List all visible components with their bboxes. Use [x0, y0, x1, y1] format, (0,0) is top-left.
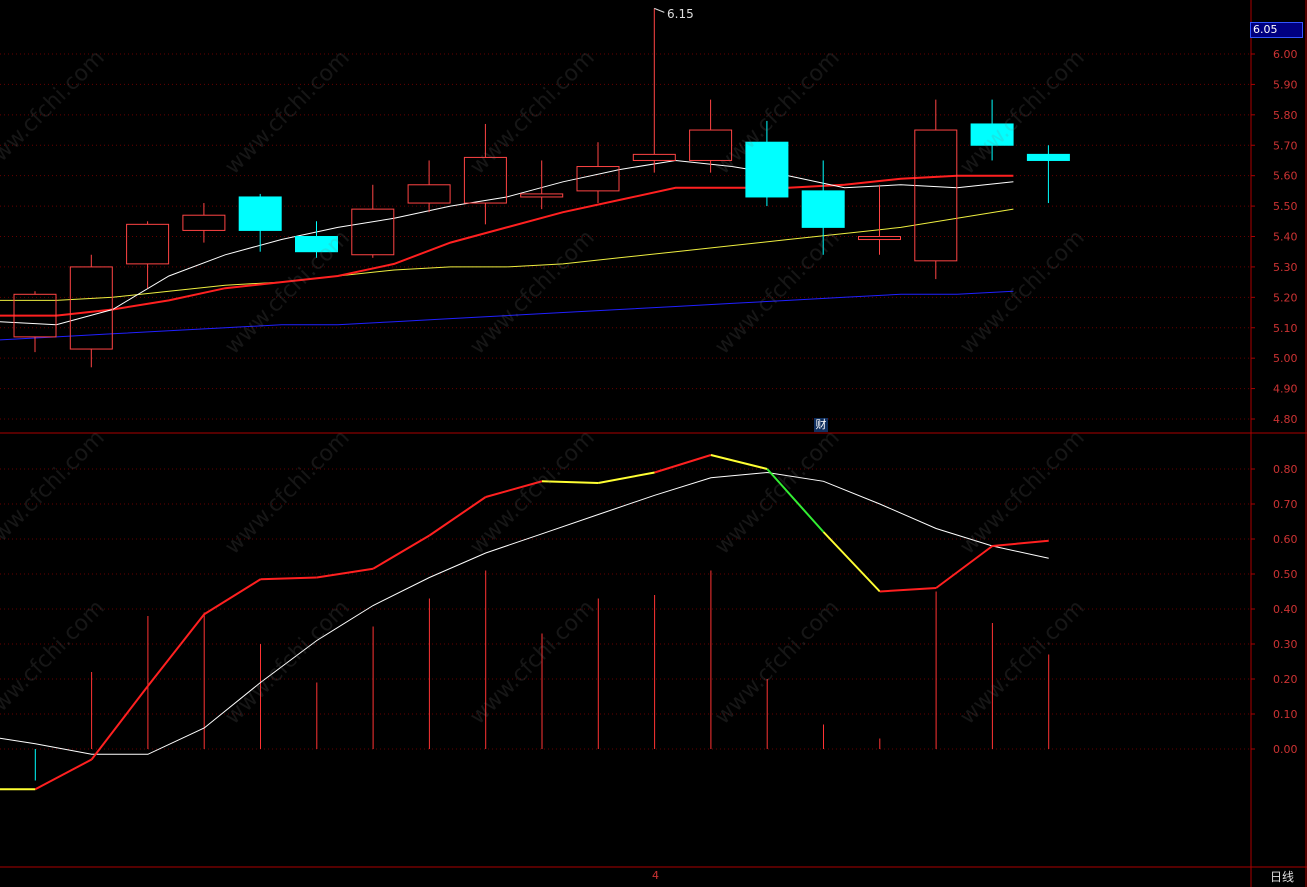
price-tick-label: 5.10	[1273, 322, 1298, 335]
osc-main-segment	[485, 480, 543, 498]
osc-main-segment	[766, 468, 825, 533]
price-tick-label: 4.80	[1273, 413, 1298, 426]
candle	[914, 99, 958, 280]
candle	[295, 221, 338, 258]
candle-body	[238, 196, 282, 231]
candle	[463, 123, 507, 225]
ma60-line	[0, 290, 1014, 341]
current-price-box: 6.05	[1250, 22, 1303, 38]
osc-tick-label: 0.10	[1273, 708, 1298, 721]
osc-main-segment	[598, 471, 655, 484]
osc-main-segment	[822, 531, 881, 593]
osc-main-segment	[34, 758, 93, 791]
candle-body	[689, 129, 733, 161]
osc-main-segment	[710, 454, 768, 470]
price-tick-label: 5.00	[1273, 352, 1298, 365]
candle-body	[69, 266, 113, 350]
candle-body	[351, 208, 395, 256]
osc-signal-line	[0, 471, 1049, 755]
high-marker-pointer	[654, 7, 665, 13]
osc-tick-label: 0.80	[1273, 463, 1298, 476]
candle	[126, 221, 170, 289]
candlesticks	[13, 7, 1070, 368]
osc-main-segment	[90, 685, 149, 761]
oscillator-axis: 0.80 0.70 0.60 0.50 0.40 0.30 0.20 0.10 0.00	[1251, 463, 1298, 756]
candle	[745, 120, 789, 207]
osc-tick-label: 0.40	[1273, 603, 1298, 616]
price-tick-label: 5.80	[1273, 109, 1298, 122]
candle	[689, 99, 733, 173]
candle-body	[745, 141, 789, 198]
ma20-line	[0, 208, 1014, 301]
price-tick-label: 5.40	[1273, 231, 1298, 244]
price-tick-label: 5.30	[1273, 261, 1298, 274]
ma10-line	[0, 174, 1014, 317]
financial-marker-icon[interactable]: 财	[814, 418, 828, 432]
osc-main-segment	[992, 539, 1049, 547]
month-marker: 4	[652, 869, 659, 882]
candle-body	[520, 193, 564, 198]
candle-body	[407, 184, 451, 204]
candle-body	[1026, 153, 1070, 161]
osc-main-segment	[935, 545, 993, 589]
candle	[182, 203, 226, 243]
candle-body	[295, 236, 338, 253]
candle	[632, 8, 676, 173]
osc-main-segment	[654, 454, 712, 474]
osc-main-segment	[372, 534, 430, 570]
candle	[351, 184, 395, 258]
candle-body	[182, 214, 226, 231]
candle-body	[801, 190, 845, 228]
osc-main-segment	[260, 576, 317, 581]
candle	[407, 160, 451, 213]
osc-main-segment	[316, 567, 374, 579]
candle	[69, 254, 113, 368]
candle	[238, 193, 282, 252]
candle	[801, 160, 845, 255]
price-tick-label: 5.50	[1273, 200, 1298, 213]
candle-body	[632, 153, 676, 161]
candle-body	[914, 129, 958, 262]
candle-body	[13, 293, 57, 338]
candle	[1026, 145, 1070, 204]
candle	[970, 99, 1014, 161]
osc-tick-label: 0.50	[1273, 568, 1298, 581]
price-tick-label: 5.70	[1273, 139, 1298, 152]
price-tick-label: 5.90	[1273, 78, 1298, 91]
osc-main-segment	[541, 480, 599, 484]
candle	[13, 291, 57, 353]
osc-tick-label: 0.00	[1273, 743, 1298, 756]
oscillator-series	[0, 454, 1050, 791]
osc-tick-label: 0.60	[1273, 533, 1298, 546]
osc-main-segment	[879, 587, 937, 593]
candle	[576, 142, 620, 204]
period-label[interactable]: 日线	[1269, 870, 1294, 884]
candle-body	[970, 123, 1014, 146]
high-price-label: 6.15	[667, 7, 694, 21]
osc-main-segment	[428, 496, 487, 537]
candle	[858, 184, 901, 255]
price-tick-label: 6.00	[1273, 48, 1298, 61]
candle-body	[126, 223, 170, 265]
price-tick-label: 4.90	[1273, 383, 1298, 396]
candle-body	[576, 166, 620, 192]
osc-tick-label: 0.30	[1273, 638, 1298, 651]
price-tick-label: 5.60	[1273, 170, 1298, 183]
osc-tick-label: 0.70	[1273, 498, 1298, 511]
current-price-value: 6.05	[1253, 23, 1278, 36]
candle	[520, 160, 564, 210]
osc-main-segment	[203, 578, 262, 616]
osc-main-segment	[147, 613, 205, 687]
candle-body	[463, 156, 507, 204]
price-axis: 6.00 5.90 5.80 5.70 5.60 5.50 5.40 5.30 5.20 5.10…	[1251, 48, 1298, 426]
candle-body	[858, 236, 901, 241]
price-tick-label: 5.20	[1273, 291, 1298, 304]
osc-tick-label: 0.20	[1273, 673, 1298, 686]
grid-lines	[0, 53, 1251, 750]
